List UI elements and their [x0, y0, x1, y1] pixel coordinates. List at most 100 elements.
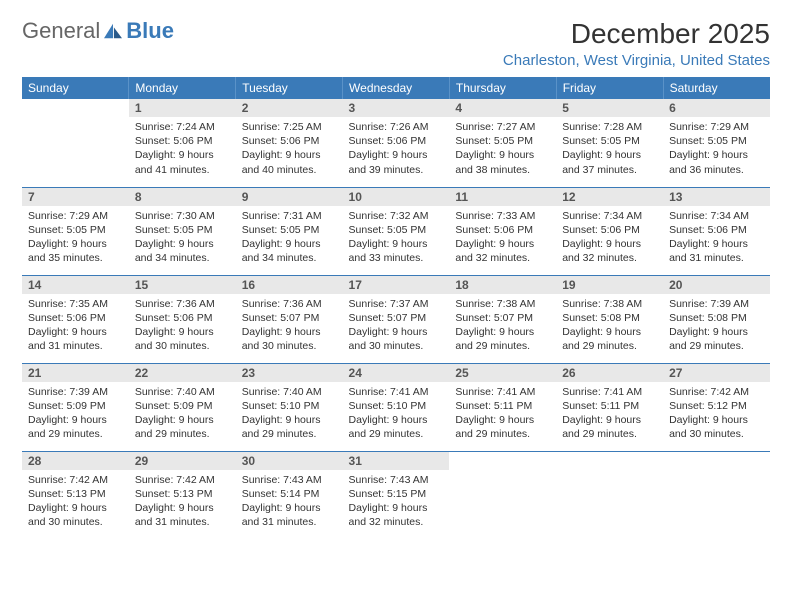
- day-cell: 31Sunrise: 7:43 AMSunset: 5:15 PMDayligh…: [343, 451, 450, 539]
- day-cell: 26Sunrise: 7:41 AMSunset: 5:11 PMDayligh…: [556, 363, 663, 451]
- day-details: Sunrise: 7:41 AMSunset: 5:10 PMDaylight:…: [343, 382, 450, 445]
- day-number: 16: [236, 276, 343, 294]
- day-detail-line: Sunrise: 7:43 AM: [242, 473, 337, 487]
- day-detail-line: Sunset: 5:08 PM: [669, 311, 764, 325]
- day-detail-line: Sunrise: 7:43 AM: [349, 473, 444, 487]
- day-detail-line: Daylight: 9 hours and 29 minutes.: [28, 413, 123, 441]
- day-details: Sunrise: 7:41 AMSunset: 5:11 PMDaylight:…: [449, 382, 556, 445]
- day-number: 2: [236, 99, 343, 117]
- day-detail-line: Daylight: 9 hours and 34 minutes.: [135, 237, 230, 265]
- day-cell: 3Sunrise: 7:26 AMSunset: 5:06 PMDaylight…: [343, 99, 450, 187]
- calendar-header-row: SundayMondayTuesdayWednesdayThursdayFrid…: [22, 77, 770, 99]
- day-cell: [663, 451, 770, 539]
- day-number: 6: [663, 99, 770, 117]
- day-number: [449, 452, 556, 456]
- day-number: 20: [663, 276, 770, 294]
- calendar-table: SundayMondayTuesdayWednesdayThursdayFrid…: [22, 77, 770, 539]
- day-details: Sunrise: 7:38 AMSunset: 5:07 PMDaylight:…: [449, 294, 556, 357]
- day-cell: [449, 451, 556, 539]
- day-number: 19: [556, 276, 663, 294]
- day-number: 17: [343, 276, 450, 294]
- day-detail-line: Sunrise: 7:41 AM: [455, 385, 550, 399]
- day-detail-line: Sunrise: 7:42 AM: [669, 385, 764, 399]
- day-details: Sunrise: 7:35 AMSunset: 5:06 PMDaylight:…: [22, 294, 129, 357]
- day-detail-line: Sunrise: 7:32 AM: [349, 209, 444, 223]
- day-detail-line: Sunset: 5:06 PM: [135, 311, 230, 325]
- day-cell: [556, 451, 663, 539]
- day-details: Sunrise: 7:36 AMSunset: 5:07 PMDaylight:…: [236, 294, 343, 357]
- day-header: Wednesday: [343, 77, 450, 99]
- day-detail-line: Sunrise: 7:39 AM: [28, 385, 123, 399]
- day-detail-line: Sunset: 5:13 PM: [28, 487, 123, 501]
- day-detail-line: Sunset: 5:10 PM: [349, 399, 444, 413]
- day-detail-line: Sunset: 5:08 PM: [562, 311, 657, 325]
- day-detail-line: Sunrise: 7:40 AM: [242, 385, 337, 399]
- day-detail-line: Sunset: 5:05 PM: [669, 134, 764, 148]
- day-number: 28: [22, 452, 129, 470]
- day-cell: 5Sunrise: 7:28 AMSunset: 5:05 PMDaylight…: [556, 99, 663, 187]
- day-number: 9: [236, 188, 343, 206]
- day-detail-line: Sunset: 5:06 PM: [455, 223, 550, 237]
- logo: General Blue: [22, 18, 174, 44]
- day-detail-line: Sunrise: 7:29 AM: [669, 120, 764, 134]
- day-header: Saturday: [663, 77, 770, 99]
- day-detail-line: Sunset: 5:05 PM: [28, 223, 123, 237]
- day-cell: 6Sunrise: 7:29 AMSunset: 5:05 PMDaylight…: [663, 99, 770, 187]
- day-detail-line: Sunrise: 7:42 AM: [135, 473, 230, 487]
- day-detail-line: Daylight: 9 hours and 37 minutes.: [562, 148, 657, 176]
- day-detail-line: Sunset: 5:05 PM: [242, 223, 337, 237]
- day-detail-line: Daylight: 9 hours and 31 minutes.: [242, 501, 337, 529]
- day-cell: 19Sunrise: 7:38 AMSunset: 5:08 PMDayligh…: [556, 275, 663, 363]
- day-detail-line: Sunset: 5:06 PM: [135, 134, 230, 148]
- day-number: 11: [449, 188, 556, 206]
- day-detail-line: Sunset: 5:07 PM: [242, 311, 337, 325]
- day-cell: 1Sunrise: 7:24 AMSunset: 5:06 PMDaylight…: [129, 99, 236, 187]
- day-detail-line: Daylight: 9 hours and 29 minutes.: [455, 413, 550, 441]
- day-details: Sunrise: 7:24 AMSunset: 5:06 PMDaylight:…: [129, 117, 236, 180]
- day-details: Sunrise: 7:36 AMSunset: 5:06 PMDaylight:…: [129, 294, 236, 357]
- day-number: 10: [343, 188, 450, 206]
- day-details: Sunrise: 7:29 AMSunset: 5:05 PMDaylight:…: [663, 117, 770, 180]
- day-detail-line: Sunrise: 7:36 AM: [135, 297, 230, 311]
- day-detail-line: Daylight: 9 hours and 29 minutes.: [349, 413, 444, 441]
- day-detail-line: Daylight: 9 hours and 34 minutes.: [242, 237, 337, 265]
- day-number: [556, 452, 663, 456]
- day-detail-line: Daylight: 9 hours and 32 minutes.: [562, 237, 657, 265]
- day-cell: 21 Sunrise: 7:39 AMSunset: 5:09 PMDayligh…: [22, 363, 129, 451]
- day-number: [22, 99, 129, 103]
- day-details: Sunrise: 7:29 AMSunset: 5:05 PMDaylight:…: [22, 206, 129, 269]
- day-detail-line: Sunset: 5:05 PM: [562, 134, 657, 148]
- week-row: 21Sunrise: 7:39 AMSunset: 5:09 PMDayligh…: [22, 363, 770, 451]
- day-detail-line: Sunset: 5:14 PM: [242, 487, 337, 501]
- day-cell: [22, 99, 129, 187]
- day-cell: 14Sunrise: 7:35 AMSunset: 5:06 PMDayligh…: [22, 275, 129, 363]
- day-detail-line: Daylight: 9 hours and 36 minutes.: [669, 148, 764, 176]
- day-cell: 12Sunrise: 7:34 AMSunset: 5:06 PMDayligh…: [556, 187, 663, 275]
- day-detail-line: Sunrise: 7:38 AM: [455, 297, 550, 311]
- day-detail-line: Sunrise: 7:30 AM: [135, 209, 230, 223]
- day-details: Sunrise: 7:34 AMSunset: 5:06 PMDaylight:…: [663, 206, 770, 269]
- day-detail-line: Sunrise: 7:40 AM: [135, 385, 230, 399]
- day-number: 31: [343, 452, 450, 470]
- day-detail-line: Sunset: 5:06 PM: [242, 134, 337, 148]
- day-header: Monday: [129, 77, 236, 99]
- week-row: 1Sunrise: 7:24 AMSunset: 5:06 PMDaylight…: [22, 99, 770, 187]
- day-detail-line: Daylight: 9 hours and 33 minutes.: [349, 237, 444, 265]
- day-cell: 7Sunrise: 7:29 AMSunset: 5:05 PMDaylight…: [22, 187, 129, 275]
- day-details: Sunrise: 7:31 AMSunset: 5:05 PMDaylight:…: [236, 206, 343, 269]
- day-detail-line: Sunset: 5:09 PM: [28, 399, 123, 413]
- day-cell: 23Sunrise: 7:40 AMSunset: 5:10 PMDayligh…: [236, 363, 343, 451]
- day-details: Sunrise: 7:40 AMSunset: 5:09 PMDaylight:…: [129, 382, 236, 445]
- day-detail-line: Sunset: 5:06 PM: [28, 311, 123, 325]
- day-detail-line: Daylight: 9 hours and 31 minutes.: [135, 501, 230, 529]
- day-details: Sunrise: 7:42 AMSunset: 5:13 PMDaylight:…: [22, 470, 129, 533]
- day-number: 21: [22, 364, 129, 382]
- day-detail-line: Sunset: 5:07 PM: [349, 311, 444, 325]
- header: General Blue December 2025 Charleston, W…: [22, 18, 770, 69]
- day-details: Sunrise: 7:42 AMSunset: 5:12 PMDaylight:…: [663, 382, 770, 445]
- day-number: 24: [343, 364, 450, 382]
- day-cell: 30Sunrise: 7:43 AMSunset: 5:14 PMDayligh…: [236, 451, 343, 539]
- day-detail-line: Sunrise: 7:28 AM: [562, 120, 657, 134]
- day-detail-line: Sunrise: 7:41 AM: [349, 385, 444, 399]
- day-detail-line: Sunset: 5:11 PM: [562, 399, 657, 413]
